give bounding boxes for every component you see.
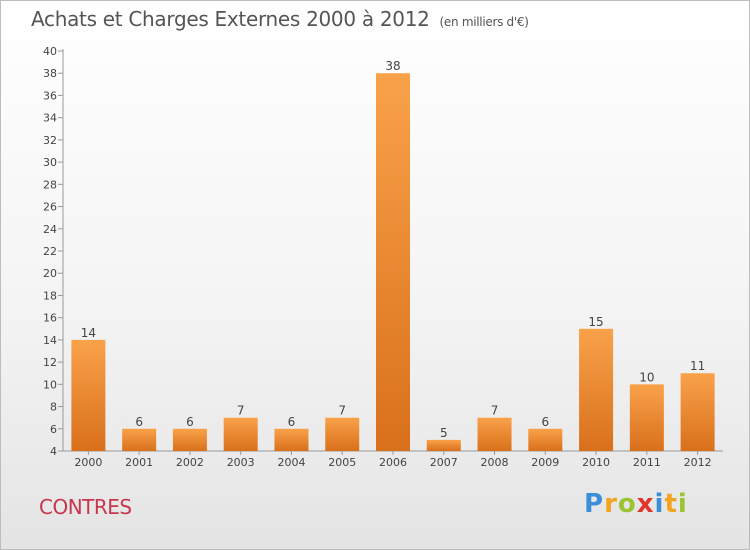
- x-tick-label-2012: 2012: [684, 456, 712, 469]
- y-tick-label: 4: [50, 445, 57, 458]
- data-label-2006: 38: [385, 59, 400, 73]
- data-label-2008: 7: [491, 404, 499, 418]
- chart-title: Achats et Charges Externes 2000 à 2012 (e…: [31, 7, 529, 31]
- y-tick-label: 32: [43, 134, 57, 147]
- bar-2003: [223, 417, 258, 451]
- y-tick-label: 20: [43, 267, 57, 280]
- y-tick-label: 6: [50, 423, 57, 436]
- y-tick-label: 18: [43, 289, 57, 302]
- chart-bars: 14 6 6 7 6 7 38 5 7 6 15 10 11: [71, 59, 715, 451]
- city-name: CONTRES: [39, 495, 132, 519]
- proxiti-logo: Proxiti: [584, 489, 688, 519]
- x-tick-label-2006: 2006: [379, 456, 407, 469]
- bar-2009: [528, 428, 563, 451]
- x-tick-label-2001: 2001: [125, 456, 153, 469]
- logo-letter: r: [604, 489, 618, 519]
- bar-2000: [71, 339, 106, 451]
- logo-letter: i: [677, 489, 688, 519]
- data-label-2000: 14: [81, 326, 96, 340]
- bar-2001: [122, 428, 157, 451]
- logo-letter: P: [584, 489, 605, 519]
- y-tick-label: 34: [43, 112, 57, 125]
- x-tick-label-2011: 2011: [633, 456, 661, 469]
- y-tick-label: 36: [43, 89, 57, 102]
- bar-2004: [274, 428, 309, 451]
- x-tick-label-2003: 2003: [227, 456, 255, 469]
- y-tick-label: 22: [43, 245, 57, 258]
- x-tick-label-2007: 2007: [430, 456, 458, 469]
- bar-2011: [629, 384, 664, 451]
- y-tick-label: 12: [43, 356, 57, 369]
- bar-2010: [579, 328, 614, 451]
- x-tick-label-2005: 2005: [328, 456, 356, 469]
- x-tick-label-2000: 2000: [74, 456, 102, 469]
- y-tick-label: 8: [50, 401, 57, 414]
- data-label-2011: 10: [639, 370, 654, 384]
- bar-2006: [376, 73, 410, 451]
- y-tick-label: 26: [43, 201, 57, 214]
- data-label-2003: 7: [237, 404, 245, 418]
- y-tick-label: 30: [43, 156, 57, 169]
- logo-letter: x: [636, 489, 655, 519]
- data-label-2009: 6: [541, 415, 549, 429]
- x-tick-label-2008: 2008: [481, 456, 509, 469]
- x-tick-label-2002: 2002: [176, 456, 204, 469]
- bar-2002: [172, 428, 207, 451]
- y-tick-label: 10: [43, 378, 57, 391]
- x-tick-label-2010: 2010: [582, 456, 610, 469]
- chart-axes: 4 6 8 10 12 14 16 18 20 22 24 26 28 30 32 34 36 38 40 2000 2…: [43, 45, 723, 469]
- bar-2005: [325, 417, 360, 451]
- data-label-2001: 6: [135, 415, 143, 429]
- y-tick-label: 16: [43, 312, 57, 325]
- x-tick-label-2009: 2009: [531, 456, 559, 469]
- y-tick-label: 28: [43, 178, 57, 191]
- logo-letter: o: [617, 489, 637, 519]
- y-tick-label: 40: [43, 45, 57, 58]
- bar-2008: [477, 417, 512, 451]
- bar-2007: [426, 439, 461, 451]
- data-label-2005: 7: [338, 404, 346, 418]
- chart-title-text: Achats et Charges Externes 2000 à 2012: [31, 7, 430, 31]
- data-label-2012: 11: [690, 359, 705, 373]
- bar-2012: [680, 373, 715, 451]
- data-label-2007: 5: [440, 426, 448, 440]
- y-tick-label: 38: [43, 67, 57, 80]
- x-tick-label-2004: 2004: [277, 456, 305, 469]
- data-label-2002: 6: [186, 415, 194, 429]
- y-tick-label: 14: [43, 334, 57, 347]
- data-label-2010: 15: [588, 315, 603, 329]
- chart-unit: (en milliers d'€): [439, 15, 529, 29]
- logo-letter: t: [664, 489, 678, 519]
- logo-letter: i: [654, 489, 665, 519]
- data-label-2004: 6: [288, 415, 296, 429]
- y-tick-label: 24: [43, 223, 57, 236]
